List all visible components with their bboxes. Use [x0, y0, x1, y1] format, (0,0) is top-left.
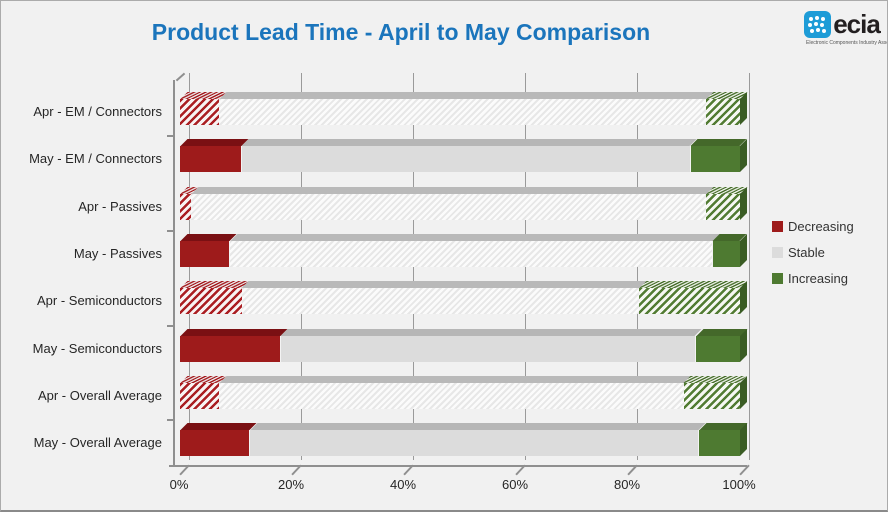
legend-label: Increasing [788, 271, 848, 286]
bar-end-cap [740, 187, 747, 220]
ecia-tagline: Electronic Components Industry Associati… [806, 40, 887, 46]
bar-segment-decreasing [180, 99, 220, 125]
category-label: May - Overall Average [33, 435, 162, 450]
bar-segment-stable [191, 194, 707, 220]
x-tick-label-40: 40% [389, 477, 417, 492]
bar-end-cap [740, 329, 747, 362]
bar-segment-decreasing [180, 288, 242, 314]
legend-swatch-decreasing [772, 221, 783, 232]
category-label: May - Semiconductors [32, 341, 162, 356]
bar-segment-stable [280, 336, 696, 362]
bar-segment-decreasing [180, 336, 281, 362]
axis-top-corner [175, 72, 186, 82]
chart-legend: Decreasing Stable Increasing [772, 219, 854, 298]
category-label: Apr - Semiconductors [37, 293, 162, 308]
x-tick-label-80: 80% [613, 477, 641, 492]
bar-segment-decreasing [180, 430, 250, 456]
y-axis-line [173, 80, 175, 467]
bar-segment-stable [219, 383, 684, 409]
legend-item-stable: Stable [772, 245, 854, 260]
x-tick-label-0: 0% [169, 477, 189, 492]
y-axis-category-tick-0 [167, 135, 174, 137]
y-axis-category-tick-3 [167, 419, 174, 421]
x-tick-label-100: 100% [722, 477, 756, 492]
bar-segment-increasing [683, 383, 740, 409]
y-axis-category-tick-1 [167, 230, 174, 232]
category-label: Apr - EM / Connectors [33, 104, 162, 119]
ecia-logo: ecia Electronic Components Industry Asso… [804, 9, 887, 46]
category-label: Apr - Overall Average [37, 388, 162, 403]
bar-end-cap [740, 376, 747, 409]
bar-may-overall-average [180, 423, 747, 456]
bar-segment-increasing [695, 336, 740, 362]
bar-segment-increasing [711, 241, 740, 267]
legend-label: Stable [788, 245, 825, 260]
bar-may-passives [180, 234, 747, 267]
x-tick-label-60: 60% [501, 477, 529, 492]
bar-segment-increasing [689, 146, 740, 172]
legend-item-decreasing: Decreasing [772, 219, 854, 234]
legend-item-increasing: Increasing [772, 271, 854, 286]
bar-apr-semiconductors [180, 281, 747, 314]
bar-segment-decreasing [180, 241, 231, 267]
bar-segment-increasing [706, 194, 740, 220]
bar-segment-decreasing [180, 146, 242, 172]
bar-apr-passives [180, 187, 747, 220]
chart-title: Product Lead Time - April to May Compari… [151, 19, 651, 45]
bar-end-cap [740, 281, 747, 314]
bar-segment-stable [250, 430, 698, 456]
bar-segment-stable [230, 241, 712, 267]
bar-end-cap [740, 234, 747, 267]
y-axis-category-tick-2 [167, 325, 174, 327]
bar-may-em-connectors [180, 139, 747, 172]
bar-end-cap [740, 139, 747, 172]
bar-segment-increasing [698, 430, 740, 456]
bar-segment-stable [241, 146, 690, 172]
category-label: May - EM / Connectors [29, 151, 162, 166]
gridline-100 [749, 73, 750, 460]
bar-segment-stable [219, 99, 707, 125]
bar-apr-overall-average [180, 376, 747, 409]
ecia-dots-globe-icon [804, 11, 832, 38]
bar-apr-em-connectors [180, 92, 747, 125]
bar-segment-increasing [706, 99, 740, 125]
legend-label: Decreasing [788, 219, 854, 234]
bar-end-cap [740, 92, 747, 125]
category-label: May - Passives [73, 246, 162, 261]
legend-swatch-increasing [772, 273, 783, 284]
bar-may-semiconductors [180, 329, 747, 362]
x-tick-label-20: 20% [277, 477, 305, 492]
bar-segment-increasing [639, 288, 740, 314]
bar-end-cap [740, 423, 747, 456]
bar-segment-decreasing [180, 383, 220, 409]
legend-swatch-stable [772, 247, 783, 258]
category-label: Apr - Passives [78, 199, 162, 214]
ecia-wordmark: ecia [833, 9, 881, 39]
x-axis-line [169, 465, 747, 467]
bar-segment-stable [241, 288, 640, 314]
bar-segment-decreasing [180, 194, 192, 220]
